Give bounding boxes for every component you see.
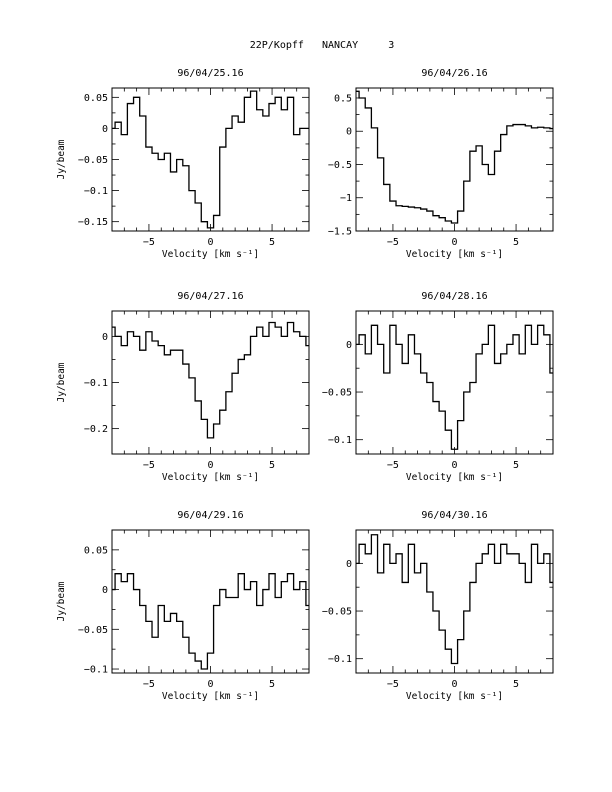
- x-tick-label: −5: [387, 237, 399, 248]
- x-axis-label: Velocity [km s⁻¹]: [162, 249, 259, 260]
- spectrum-line: [356, 90, 553, 224]
- y-tick-label: −0.05: [322, 607, 352, 618]
- x-axis-label: Velocity [km s⁻¹]: [162, 472, 259, 483]
- x-tick-label: 0: [451, 679, 457, 690]
- y-tick-label: −1.5: [328, 227, 352, 238]
- x-tick-label: 5: [513, 460, 519, 471]
- y-tick-label: −0.05: [78, 625, 108, 636]
- spectrum-line: [356, 324, 553, 450]
- y-tick-label: −0.05: [322, 388, 352, 399]
- x-tick-label: −5: [143, 679, 155, 690]
- plot-frame: [355, 529, 554, 674]
- y-axis-label: Jy/beam: [56, 581, 67, 621]
- x-tick-label: 0: [207, 237, 213, 248]
- x-tick-label: 5: [269, 237, 275, 248]
- y-tick-label: −0.1: [328, 654, 352, 665]
- y-tick-label: 0: [102, 585, 108, 596]
- x-tick-label: 5: [513, 679, 519, 690]
- x-tick-label: −5: [387, 679, 399, 690]
- panel-title: 96/04/27.16: [177, 291, 243, 302]
- spectrum-line: [112, 90, 309, 229]
- figure-title: 22P/Kopff NANCAY 3: [250, 40, 395, 51]
- y-tick-label: 0: [102, 124, 108, 135]
- y-tick-label: 0.05: [84, 545, 108, 556]
- x-tick-label: −5: [387, 460, 399, 471]
- y-axis-label: Jy/beam: [56, 139, 67, 179]
- x-tick-label: 0: [451, 460, 457, 471]
- spectrum-panel-6: 96/04/30.16 −5 0 5 0 −0.05 −0.1 Velocity [km s⁻…: [322, 510, 554, 702]
- panel-title: 96/04/30.16: [421, 510, 487, 521]
- x-axis-label: Velocity [km s⁻¹]: [162, 691, 259, 702]
- spectrum-line: [112, 321, 309, 439]
- y-tick-label: 0.05: [84, 93, 108, 104]
- y-tick-label: 0: [346, 340, 352, 351]
- y-tick-label: −0.15: [78, 217, 108, 228]
- y-tick-label: −0.1: [84, 665, 108, 676]
- y-tick-label: 0: [102, 332, 108, 343]
- y-tick-label: −0.05: [78, 155, 108, 166]
- y-tick-label: −0.5: [328, 160, 352, 171]
- y-tick-label: −0.1: [84, 378, 108, 389]
- x-tick-label: 0: [207, 460, 213, 471]
- x-tick-label: 0: [207, 679, 213, 690]
- plot-frame: [111, 529, 310, 674]
- y-tick-label: 0: [346, 127, 352, 138]
- y-tick-label: −0.2: [84, 424, 108, 435]
- panel-title: 96/04/25.16: [177, 68, 243, 79]
- plot-frame: [111, 87, 310, 232]
- x-tick-label: −5: [143, 460, 155, 471]
- x-axis-label: Velocity [km s⁻¹]: [406, 691, 503, 702]
- x-axis-label: Velocity [km s⁻¹]: [406, 472, 503, 483]
- x-tick-label: 5: [513, 237, 519, 248]
- spectrum-line: [112, 573, 309, 670]
- y-tick-label: 0: [346, 559, 352, 570]
- x-tick-label: 5: [269, 679, 275, 690]
- spectrum-panel-3: 96/04/27.16 −5 0 5 0 −0.1 −0.2 Velocity [km s⁻¹…: [56, 291, 310, 483]
- panel-title: 96/04/26.16: [421, 68, 487, 79]
- plot-frame: [111, 310, 310, 455]
- spectrum-panel-4: 96/04/28.16 −5 0 5 0 −0.05 −0.1 Velocity [km s⁻…: [322, 291, 554, 483]
- y-axis-label: Jy/beam: [56, 362, 67, 402]
- spectrum-panel-2: 96/04/26.16 −5 0 5 0.5 0 −0.5 −1 −1.5 Velocity [k…: [328, 68, 554, 260]
- spectrum-panel-5: 96/04/29.16 −5 0 5 0.05 0 −0.05 −0.1 Velocity [k…: [56, 510, 310, 702]
- y-tick-label: −1: [340, 193, 352, 204]
- x-tick-label: −5: [143, 237, 155, 248]
- panel-title: 96/04/29.16: [177, 510, 243, 521]
- y-tick-label: 0.5: [334, 93, 352, 104]
- x-tick-label: 0: [451, 237, 457, 248]
- y-tick-label: −0.1: [84, 186, 108, 197]
- plot-frame: [355, 87, 554, 232]
- x-tick-label: 5: [269, 460, 275, 471]
- plot-frame: [355, 310, 554, 455]
- spectrum-line: [356, 534, 553, 665]
- x-axis-label: Velocity [km s⁻¹]: [406, 249, 503, 260]
- spectrum-panel-1: 96/04/25.16 −5 0 5 0.05 0 −0.05 −0.1 −0.15 Veloci…: [56, 68, 310, 260]
- panels-group: 96/04/25.16−5 0 50.050−0.05−0.1−0.15Veloci…: [56, 68, 554, 702]
- panel-title: 96/04/28.16: [421, 291, 487, 302]
- y-tick-label: −0.1: [328, 435, 352, 446]
